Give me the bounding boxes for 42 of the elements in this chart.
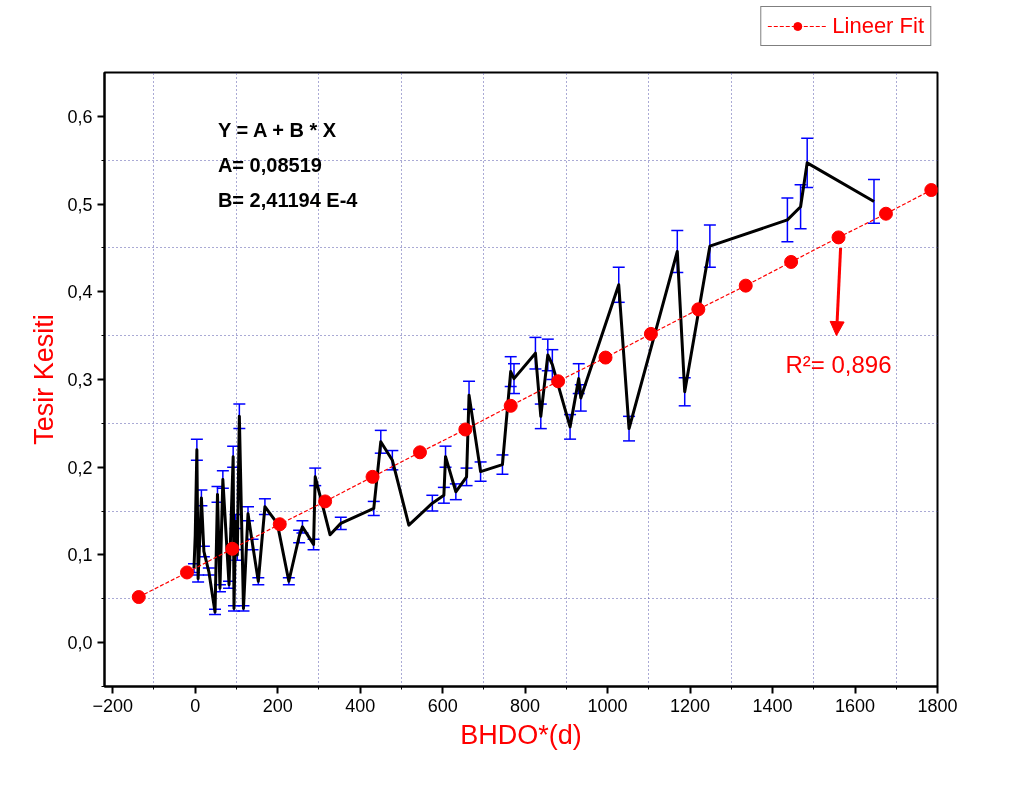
point [503, 398, 518, 413]
point [131, 590, 146, 605]
y-axis-title: Tesir Kesiti [29, 314, 60, 445]
point [365, 469, 380, 484]
annotation: Y = A + B * X [217, 118, 337, 141]
x-tick-label: 1200 [670, 695, 711, 716]
point [738, 278, 753, 293]
point [551, 374, 566, 389]
x-tick-label: 1000 [587, 695, 628, 716]
x-tick-label: 200 [262, 695, 293, 716]
x-tick-label: 1800 [917, 695, 958, 716]
x-tick-label: 1600 [835, 695, 876, 716]
y-tick-label: 0,1 [67, 545, 93, 566]
point [831, 230, 846, 245]
point [643, 326, 658, 341]
x-tick-label: 600 [427, 695, 458, 716]
point [784, 254, 799, 269]
point [924, 183, 938, 198]
y-tick-label: 0,3 [67, 370, 93, 390]
point [225, 541, 240, 556]
y-tick-label: 0,4 [67, 282, 93, 303]
legend-label: Lineer Fit [832, 13, 924, 39]
point [458, 422, 473, 437]
point [412, 445, 427, 460]
x-tick-label: −200 [92, 695, 134, 716]
point [318, 494, 333, 509]
x-tick-label: 0 [190, 695, 201, 716]
point [272, 517, 287, 532]
y-tick-label: 0,0 [67, 633, 93, 654]
y-tick-label: 0,6 [67, 106, 93, 127]
x-tick-label: 800 [510, 695, 541, 716]
x-axis-title: BHDO*(d) [460, 719, 582, 750]
x-tick-label: 1400 [752, 695, 793, 716]
annotation: B= 2,41194 E-4 [217, 188, 359, 211]
y-tick-label: 0,5 [67, 194, 93, 215]
point [878, 206, 893, 221]
y-tick-label: 0,2 [67, 457, 93, 478]
point [691, 302, 706, 317]
annotation: A= 0,08519 [217, 153, 322, 176]
annotation: R²= 0,896 [785, 351, 892, 379]
point [598, 350, 613, 365]
x-tick-label: 400 [345, 695, 376, 716]
